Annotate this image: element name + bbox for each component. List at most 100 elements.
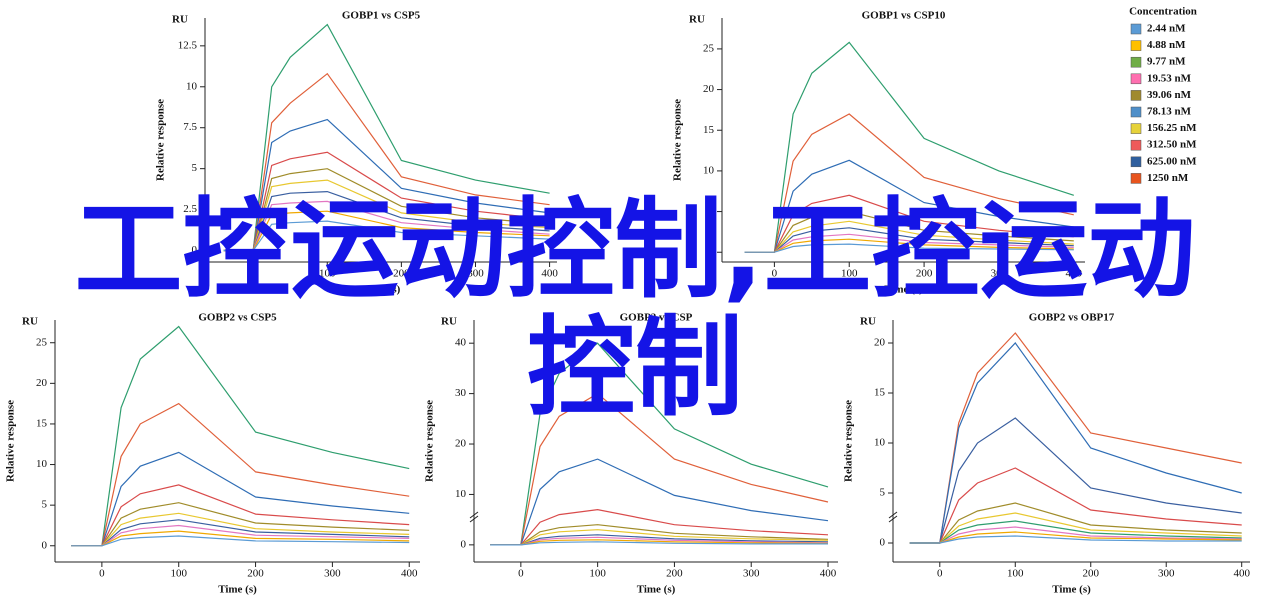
legend-swatch <box>1130 40 1142 51</box>
legend-title: Concentration <box>1129 6 1197 18</box>
x-tick-label: 200 <box>247 568 264 580</box>
series-line <box>71 325 410 547</box>
legend-swatch <box>1130 90 1142 101</box>
y-tick-label: 15 <box>36 417 48 429</box>
unit-label: RU <box>172 14 188 26</box>
x-tick-label: 400 <box>541 268 558 280</box>
axis-break <box>888 511 898 519</box>
series-line <box>71 451 410 547</box>
x-tick-label: 400 <box>820 568 837 580</box>
y-tick-label: 0 <box>42 539 48 551</box>
series-line <box>744 113 1074 253</box>
x-axis-label: Time (s) <box>884 284 923 296</box>
series-line <box>744 41 1074 253</box>
series-line <box>744 194 1074 253</box>
series-line <box>744 159 1074 253</box>
series-line <box>223 220 550 252</box>
legend-swatch <box>1130 156 1142 168</box>
y-tick-label: 25 <box>36 336 48 348</box>
series-line <box>744 210 1074 253</box>
legend-label: 625.00 nM <box>1147 155 1197 167</box>
axis-break <box>469 511 479 519</box>
series-line <box>71 484 410 547</box>
x-tick-label: 200 <box>393 268 410 280</box>
y-tick-label: 10 <box>703 164 715 176</box>
series-line <box>490 541 828 546</box>
y-axis-label: Relative response <box>155 99 167 181</box>
series-line <box>223 210 550 252</box>
series-line <box>223 23 550 252</box>
series-line <box>490 342 829 546</box>
x-tick-label: 400 <box>1066 268 1083 280</box>
y-axis-label: Relative response <box>5 400 17 482</box>
y-tick-label: 7.5 <box>183 121 197 133</box>
legend-swatch <box>1130 139 1142 151</box>
x-tick-label: 400 <box>1233 568 1250 580</box>
y-tick-label: 25 <box>703 42 715 54</box>
unit-label: RU <box>22 316 38 328</box>
unit-label: RU <box>689 14 705 26</box>
series-line <box>744 243 1074 253</box>
x-tick-label: 100 <box>841 268 858 280</box>
chart-title: GOBP1 vs CSP5 <box>342 10 421 22</box>
chart-title: GOBP2 vs CSP5 <box>198 312 277 324</box>
legend-swatch <box>1130 173 1142 184</box>
series-line <box>909 502 1242 544</box>
legend-label: 1250 nM <box>1147 172 1189 184</box>
y-tick-label: 5 <box>42 499 48 511</box>
legend-label: 19.53 nM <box>1147 72 1192 84</box>
y-tick-label: 10 <box>36 458 48 470</box>
y-tick-label: 5 <box>192 162 198 174</box>
y-tick-label: 10 <box>874 437 886 449</box>
x-tick-label: 100 <box>319 268 336 280</box>
legend-label: 39.06 nM <box>1147 89 1192 101</box>
chart-title: GOBP2 vs CSP <box>620 312 693 324</box>
series-line <box>909 535 1242 544</box>
x-tick-label: 0 <box>772 268 778 280</box>
axis-break <box>888 515 898 523</box>
x-axis-label: Time (s) <box>218 584 257 596</box>
series-line <box>223 118 550 252</box>
legend-label: 312.50 nM <box>1147 139 1197 151</box>
y-tick-label: 20 <box>36 377 48 389</box>
x-tick-label: 100 <box>1007 568 1024 580</box>
x-tick-label: 0 <box>99 568 105 580</box>
y-axis-label: Relative response <box>424 400 436 482</box>
x-tick-label: 0 <box>518 568 524 580</box>
x-tick-label: 300 <box>743 568 760 580</box>
y-tick-label: 30 <box>455 387 467 399</box>
x-axis-label: Time (s) <box>637 584 676 596</box>
axis-break <box>469 515 479 523</box>
legend-label: 2.44 nM <box>1147 23 1186 35</box>
y-tick-label: 12.5 <box>178 39 198 51</box>
y-axis-label: Relative response <box>672 99 684 181</box>
series-line <box>71 402 410 547</box>
y-tick-label: 0 <box>880 537 886 549</box>
series-line <box>909 417 1242 544</box>
x-tick-label: 0 <box>937 568 943 580</box>
y-tick-label: 10 <box>186 80 198 92</box>
legend-label: 9.77 nM <box>1147 56 1186 68</box>
series-line <box>223 200 550 252</box>
series-line <box>71 502 410 547</box>
legend-swatch <box>1130 56 1142 68</box>
x-tick-label: 300 <box>324 568 341 580</box>
y-tick-label: 0 <box>461 538 467 550</box>
unit-label: RU <box>860 316 876 328</box>
legend-label: 4.88 nM <box>1147 39 1186 51</box>
series-line <box>909 467 1242 544</box>
x-tick-label: 200 <box>1082 568 1099 580</box>
y-tick-label: 20 <box>874 337 886 349</box>
y-tick-label: 15 <box>703 124 715 136</box>
series-line <box>71 512 410 547</box>
series-line <box>490 458 829 546</box>
y-tick-label: 0 <box>709 246 715 258</box>
x-tick-label: 100 <box>589 568 606 580</box>
y-axis-label: Relative response <box>843 400 855 482</box>
x-tick-label: 200 <box>916 268 933 280</box>
legend-swatch <box>1130 73 1142 85</box>
legend-swatch <box>1130 106 1142 118</box>
x-tick-label: 400 <box>401 568 418 580</box>
y-tick-label: 20 <box>455 438 467 450</box>
